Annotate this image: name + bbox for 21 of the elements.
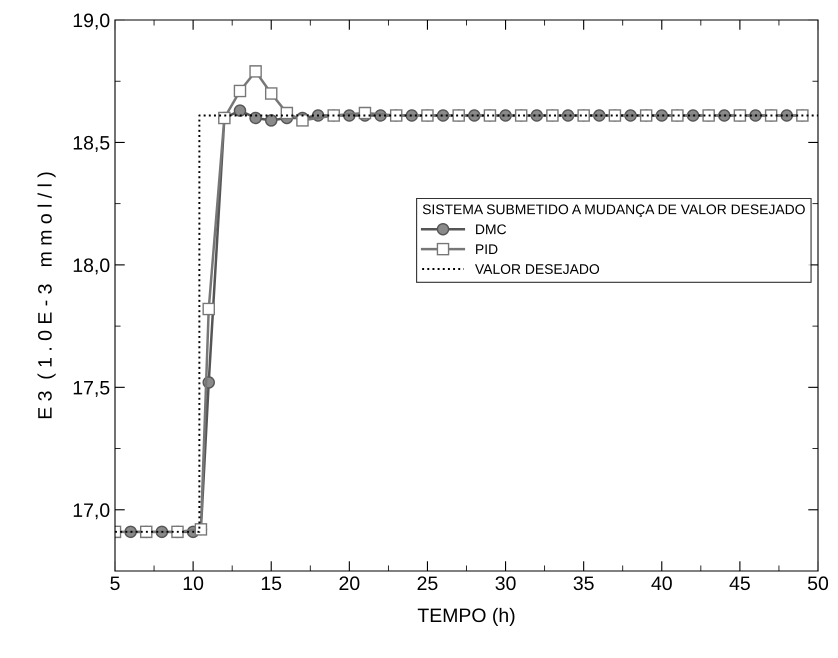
x-tick-label: 20 bbox=[340, 576, 360, 590]
x-tick-label: 35 bbox=[574, 576, 594, 590]
y-tick-label: 19,0 bbox=[74, 13, 110, 30]
y-axis-title: E 3 ( 1 . 0 E - 3 m m o l / l ) bbox=[38, 172, 56, 418]
y-tick-label: 18,5 bbox=[74, 136, 110, 152]
legend-title: SISTEMA SUBMETIDO A MUDANÇA DE VALOR DESEJADO bbox=[422, 204, 805, 218]
x-tick-label: 40 bbox=[651, 576, 672, 590]
y-tick-label: 17,5 bbox=[74, 381, 110, 397]
legend-label: PID bbox=[476, 244, 498, 254]
x-tick-label: 5 bbox=[110, 576, 120, 590]
legend-label: DMC bbox=[476, 224, 506, 234]
x-tick-label: 25 bbox=[418, 576, 438, 590]
legend-label: VALOR DESEJADO bbox=[475, 264, 600, 274]
x-tick-label: 30 bbox=[495, 576, 516, 590]
y-tick-label: 17,0 bbox=[74, 503, 110, 520]
x-tick-label: 15 bbox=[262, 576, 282, 590]
x-tick-label: 10 bbox=[184, 576, 204, 590]
x-axis-title: TEMPO (h) bbox=[418, 608, 514, 626]
x-tick-label: 50 bbox=[808, 576, 828, 590]
x-tick-label: 45 bbox=[730, 576, 750, 590]
y-tick-label: 18,0 bbox=[74, 258, 110, 274]
